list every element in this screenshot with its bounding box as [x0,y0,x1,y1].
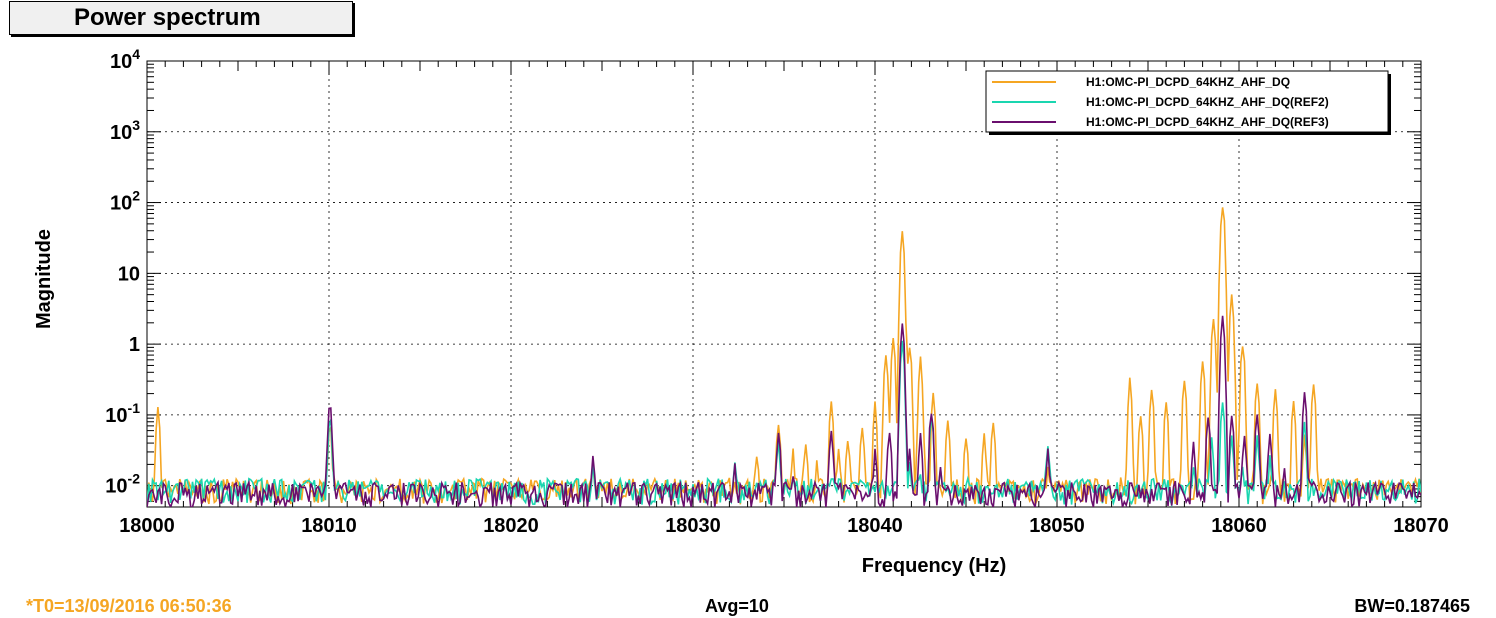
x-axis-title: Frequency (Hz) [862,555,1006,577]
legend-entry: H1:OMC-PI_DCPD_64KHZ_AHF_DQ [1086,75,1290,89]
average-count-label: Avg=10 [705,596,769,616]
x-tick-label: 18050 [1029,515,1085,537]
series-line [147,315,1421,507]
y-axis-title: Magnitude [33,229,55,329]
x-tick-label: 18070 [1393,515,1449,537]
y-tick-label: 1 [129,334,140,356]
x-tick-label: 18010 [301,515,357,537]
y-tick-label: 102 [110,188,140,215]
series-line [147,340,1421,507]
y-tick-label: 10-2 [105,471,140,498]
x-tick-label: 18020 [483,515,539,537]
start-time-label: *T0=13/09/2016 06:50:36 [26,596,232,616]
panel-title: Power spectrum [9,1,353,35]
legend-entry: H1:OMC-PI_DCPD_64KHZ_AHF_DQ(REF3) [1086,115,1329,129]
y-tick-label: 103 [110,117,140,144]
x-tick-label: 18060 [1211,515,1267,537]
y-tick-label: 10 [118,263,140,285]
x-tick-label: 18030 [665,515,721,537]
y-tick-label: 104 [110,46,140,73]
x-tick-label: 18040 [847,515,903,537]
legend-entry: H1:OMC-PI_DCPD_64KHZ_AHF_DQ(REF2) [1086,95,1329,109]
y-tick-label: 10-1 [105,400,140,427]
x-tick-label: 18000 [119,515,175,537]
bandwidth-label: BW=0.187465 [1354,596,1470,616]
